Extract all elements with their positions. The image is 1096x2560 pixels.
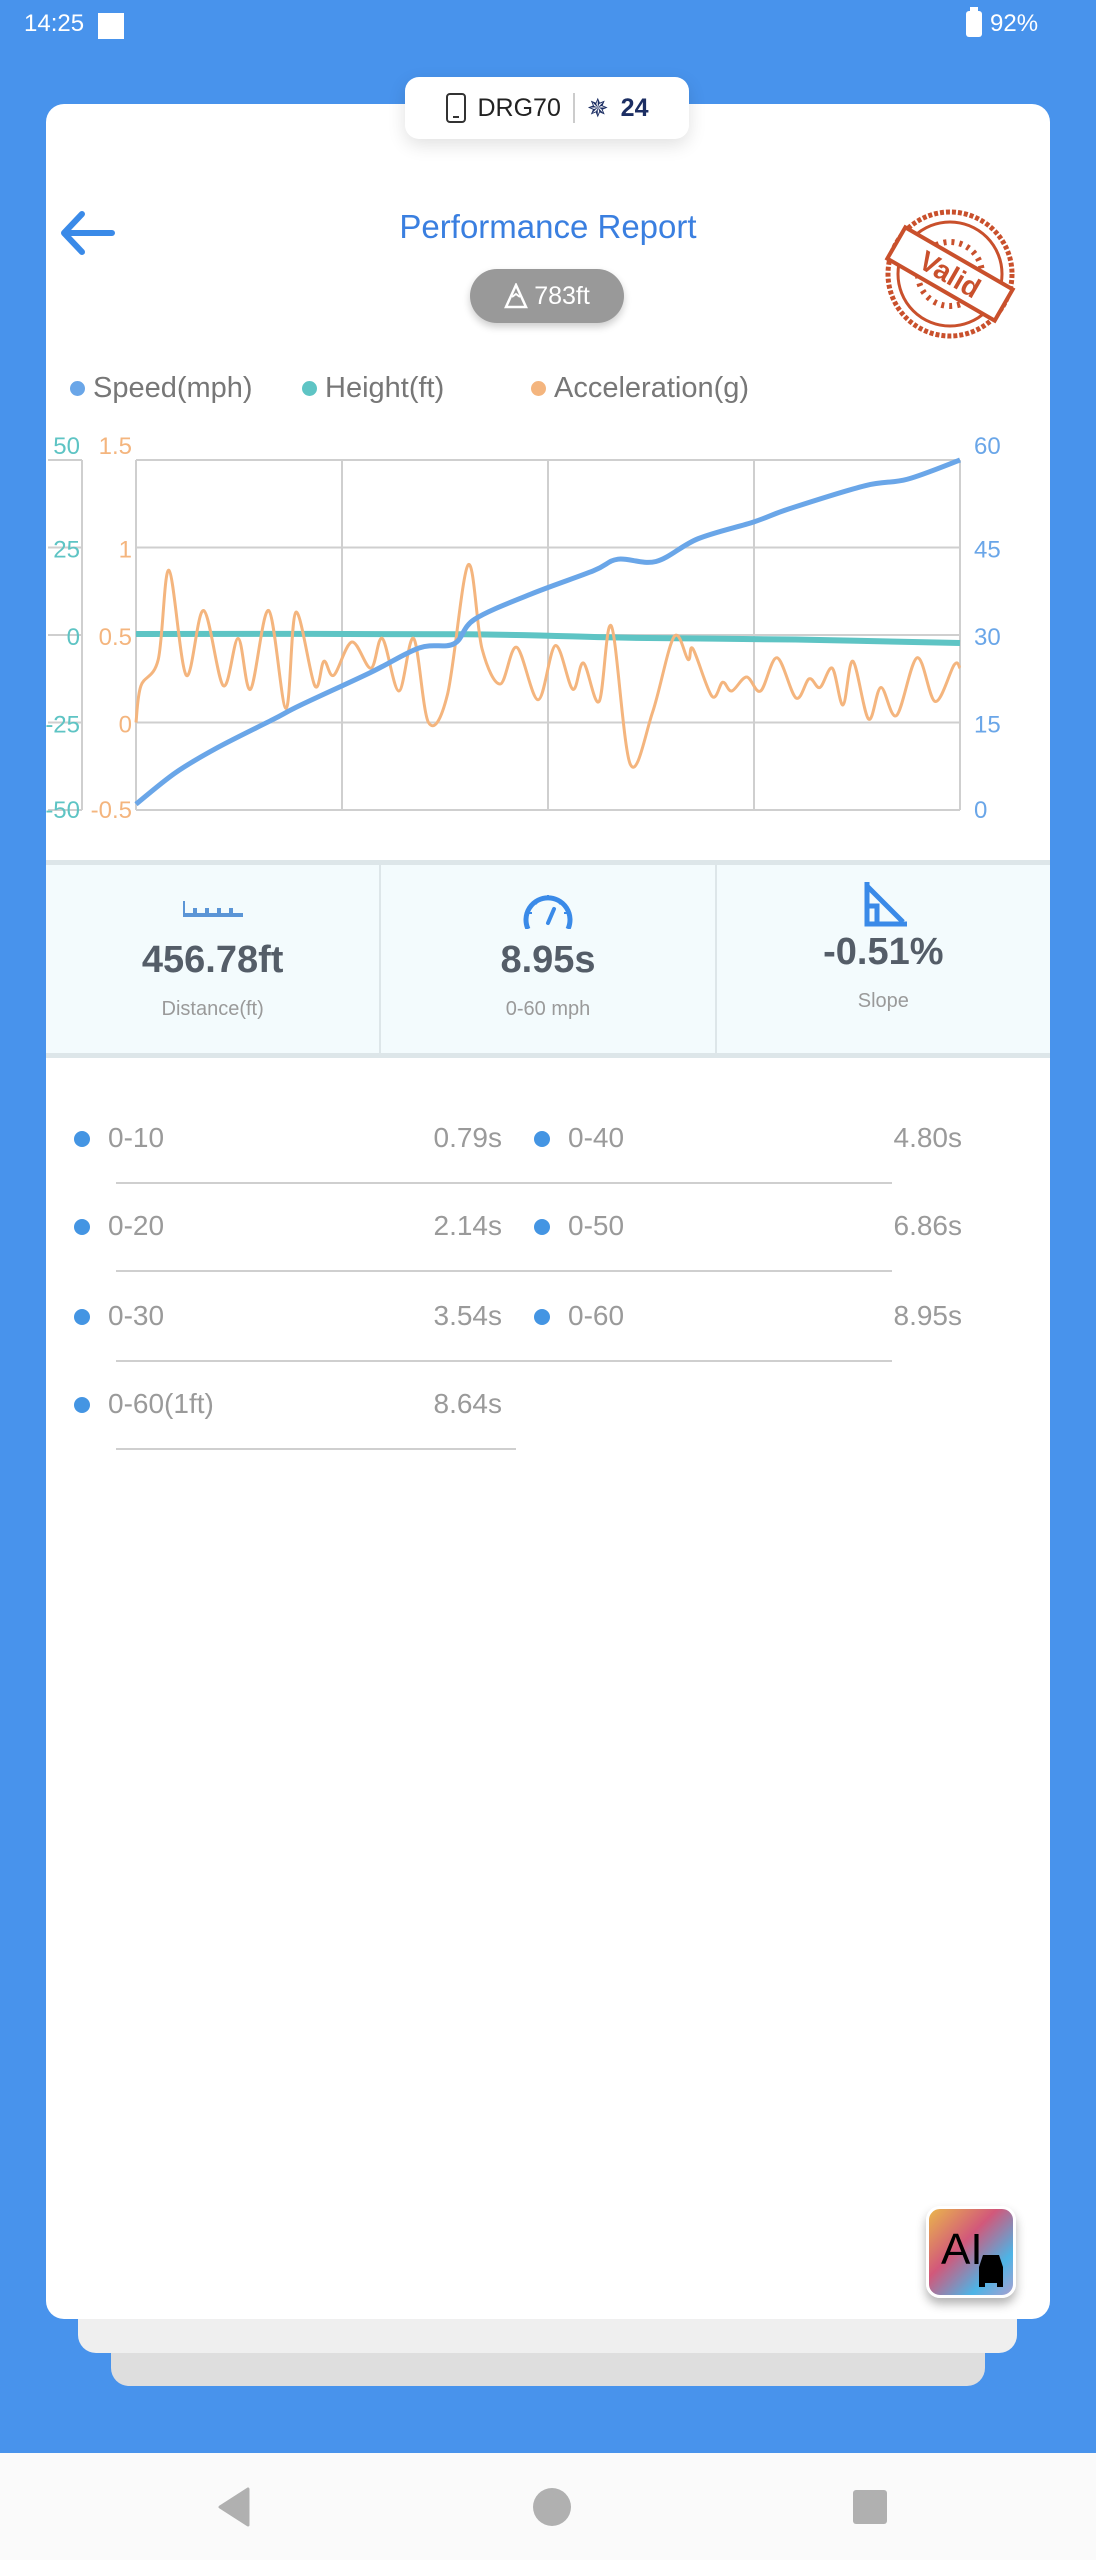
legend-label: Height(ft): [325, 372, 445, 404]
divider: [116, 1182, 892, 1184]
split-bullet-icon: [74, 1309, 90, 1325]
stat-zero-to-sixty: 8.95s 0-60 mph: [381, 865, 717, 1053]
split-label: 0-50: [568, 1210, 625, 1241]
divider: [116, 1448, 516, 1450]
legend-label: Speed(mph): [93, 372, 253, 404]
altitude-badge: 783ft: [470, 269, 624, 323]
nav-back-icon[interactable]: [216, 2487, 252, 2527]
stat-value: 456.78ft: [141, 939, 284, 981]
stat-value: 8.95s: [500, 939, 596, 981]
battery-icon: [966, 7, 982, 37]
valid-stamp: Valid: [884, 209, 1016, 339]
divider: [116, 1360, 892, 1362]
stat-label: Distance(ft): [161, 998, 264, 1020]
legend-dot: [302, 381, 317, 396]
ruler-icon: [182, 901, 243, 917]
device-pill[interactable]: DRG70 ✵ 24: [405, 77, 689, 139]
tick-label-height: -50: [45, 797, 80, 824]
split-label: 0-20: [108, 1210, 165, 1241]
tick-label-speed: 30: [974, 624, 1001, 651]
tick-label-acceleration: 0: [119, 712, 132, 739]
stat-value: -0.51%: [823, 931, 944, 973]
split-label: 0-30: [108, 1300, 165, 1331]
legend-dot: [531, 381, 546, 396]
back-arrow-icon[interactable]: [58, 208, 118, 258]
tick-label-speed: 15: [974, 712, 1001, 739]
tick-label-speed: 60: [974, 433, 1001, 460]
stats-panel: 456.78ft Distance(ft) 8.95s 0-60 mph -0.…: [46, 860, 1050, 1058]
battery-level: 92%: [990, 10, 1039, 37]
speedometer-icon: [523, 895, 573, 929]
split-bullet-icon: [74, 1397, 90, 1413]
slope-icon: [864, 882, 908, 927]
device-name: DRG70: [477, 93, 561, 122]
tick-label-acceleration: -0.5: [91, 797, 132, 824]
status-bar: 14:25 92%: [0, 0, 1096, 52]
nav-recents-icon[interactable]: [852, 2489, 888, 2525]
tick-label-speed: 0: [974, 797, 987, 824]
split-bullet-icon: [74, 1131, 90, 1147]
split-label: 0-60(1ft): [108, 1388, 214, 1419]
tick-label-height: 25: [53, 537, 80, 564]
legend-speed[interactable]: Speed(mph): [70, 372, 253, 405]
stat-label: 0-60 mph: [505, 998, 591, 1020]
split-bullet-icon: [534, 1131, 550, 1147]
legend-height[interactable]: Height(ft): [302, 372, 444, 405]
stat-distance: 456.78ft Distance(ft): [46, 865, 382, 1053]
split-value: 3.54s: [433, 1300, 503, 1331]
mountain-icon: [504, 283, 529, 309]
tick-label-acceleration: 0.5: [99, 624, 132, 651]
split-value: 8.95s: [893, 1300, 963, 1331]
series-line-acceleration: [134, 563, 962, 769]
ai-assistant-button[interactable]: AI: [926, 2206, 1016, 2298]
split-label: 0-60: [568, 1300, 625, 1331]
stat-slope: -0.51% Slope: [717, 865, 1050, 1053]
legend-label: Acceleration(g): [554, 372, 750, 404]
split-value: 0.79s: [433, 1122, 503, 1153]
divider: [116, 1270, 892, 1272]
tick-label-height: -25: [45, 712, 80, 739]
performance-chart: 50 25 0 -25 -50 1.5 1 0.5 0 -0.5 60 45 30 15 0: [45, 433, 1001, 824]
split-bullet-icon: [534, 1219, 550, 1235]
tick-label-acceleration: 1: [119, 537, 132, 564]
system-navigation-bar: [0, 2453, 1096, 2560]
car-icon: [979, 2255, 1003, 2287]
tick-label-speed: 45: [974, 537, 1001, 564]
tick-label-height: 50: [53, 433, 80, 460]
tick-label-acceleration: 1.5: [99, 433, 132, 460]
ai-label: AI: [941, 2225, 983, 2274]
split-bullet-icon: [534, 1309, 550, 1325]
altitude-value: 783ft: [534, 281, 590, 310]
legend-dot: [70, 381, 85, 396]
satellite-icon: ✵: [586, 92, 609, 123]
page-title: Performance Report: [399, 208, 697, 245]
split-bullet-icon: [74, 1219, 90, 1235]
tick-label-height: 0: [67, 624, 80, 651]
divider: [572, 93, 575, 123]
split-label: 0-40: [568, 1122, 625, 1153]
clock: 14:25: [24, 10, 85, 37]
notification-icon: [98, 13, 124, 39]
split-value: 8.64s: [433, 1388, 503, 1419]
split-value: 2.14s: [433, 1210, 503, 1241]
split-label: 0-10: [108, 1122, 165, 1153]
split-value: 6.86s: [893, 1210, 963, 1241]
legend-acceleration[interactable]: Acceleration(g): [531, 372, 749, 405]
stat-label: Slope: [857, 990, 909, 1012]
split-value: 4.80s: [893, 1122, 963, 1153]
series-line-speed: [134, 457, 961, 807]
nav-home-icon[interactable]: [532, 2487, 572, 2527]
phone-icon: [445, 93, 466, 123]
satellite-count: 24: [620, 93, 649, 122]
